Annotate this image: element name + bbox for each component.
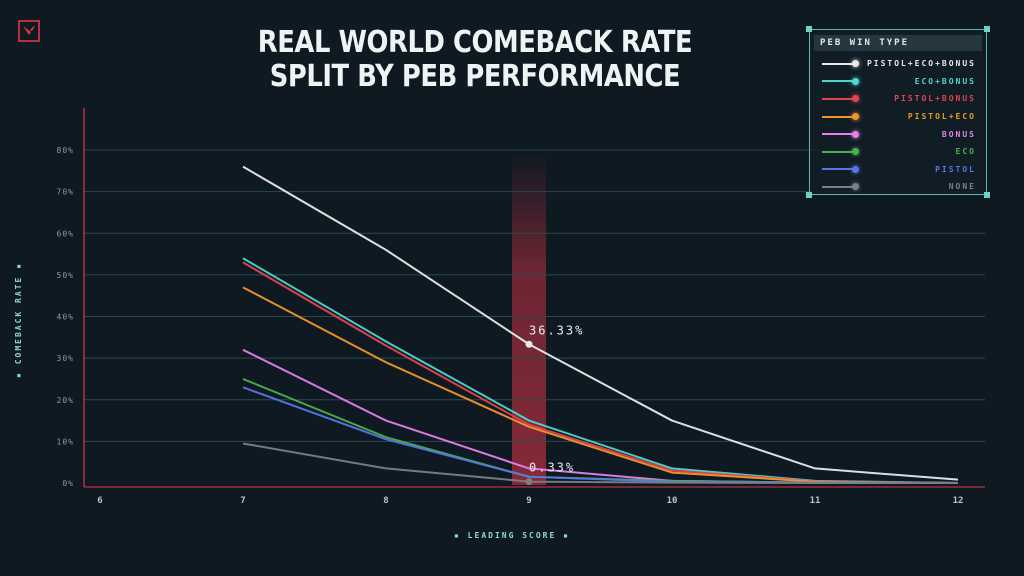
legend-corner [984,192,990,198]
x-tick-label: 6 [97,496,102,506]
legend-item-label: NONE [948,182,976,192]
legend-swatch-dot [852,113,859,121]
legend-swatch-dot [852,60,859,68]
series-line [242,442,958,484]
legend-corner [984,26,990,32]
legend-item: BONUS [810,125,986,143]
legend-item: ECO [810,143,986,161]
legend-item-label: PISTOL [935,164,976,174]
legend-swatch-dot [852,130,859,138]
y-tick-label: 40% [57,313,74,322]
data-label: 36.33% [529,323,584,337]
legend-item: PISTOL+BONUS [810,90,986,108]
valorant-logo-icon [18,20,40,42]
legend-item-label: PISTOL+ECO+BONUS [866,59,976,69]
series-line [242,386,959,484]
legend-swatch-line [822,80,856,83]
y-axis-title: ▪ COMEBACK RATE ▪ [14,262,23,378]
legend-swatch-line [822,115,856,118]
y-tick-label: 0% [62,479,74,488]
chart-title: REAL WORLD COMEBACK RATE SPLIT BY PEB PE… [257,25,693,94]
x-tick-label: 9 [526,496,531,506]
legend-swatch-dot [852,148,859,156]
y-tick-label: 20% [57,396,74,405]
legend-item-label: PISTOL+BONUS [894,94,976,104]
legend-item: ECO+BONUS [810,73,986,91]
x-tick-label: 10 [667,496,678,506]
legend-item-label: ECO [955,147,976,157]
legend-item: NONE [810,178,986,196]
y-tick-label: 60% [57,229,74,238]
x-tick-label: 11 [810,496,821,506]
legend-items: PISTOL+ECO+BONUS ECO+BONUS PISTOL+BONUS PIS… [810,55,986,196]
x-tick-label: 12 [953,496,964,506]
legend-swatch-dot [852,95,859,103]
legend-swatch-line [822,133,856,136]
series-line [242,378,959,484]
y-tick-label: 30% [57,354,74,363]
series-line [242,165,959,481]
highlight-band [512,152,546,485]
legend-item-label: PISTOL+ECO [907,112,976,122]
legend-swatch-line [822,185,856,188]
x-tick-label: 7 [240,496,245,506]
x-tick-label: 8 [383,496,388,506]
legend-swatch-line [822,62,856,65]
legend-swatch-line [822,168,856,171]
legend-item-label: BONUS [941,129,976,139]
legend-swatch-dot [852,77,859,85]
legend-item: PISTOL+ECO+BONUS [810,55,986,73]
data-label: 0.33% [529,461,575,475]
y-tick-label: 70% [57,188,74,197]
data-point-marker [525,478,533,486]
legend-swatch-dot [852,183,859,191]
legend-corner [806,192,812,198]
y-tick-label: 80% [57,146,74,155]
legend-swatch-dot [852,165,859,173]
y-tick-label: 50% [57,271,74,280]
x-axis-title: ▪ LEADING SCORE ▪ [454,531,570,540]
legend-swatch-line [822,150,856,153]
legend: PEB WIN TYPE PISTOL+ECO+BONUS ECO+BONUS PI… [806,26,990,198]
legend-title: PEB WIN TYPE [814,35,982,51]
legend-item: PISTOL [810,161,986,179]
legend-item: PISTOL+ECO [810,108,986,126]
legend-corner [806,26,812,32]
y-tick-label: 10% [57,437,74,446]
legend-swatch-line [822,97,856,100]
data-point-marker [525,340,533,348]
legend-item-label: ECO+BONUS [914,76,976,86]
